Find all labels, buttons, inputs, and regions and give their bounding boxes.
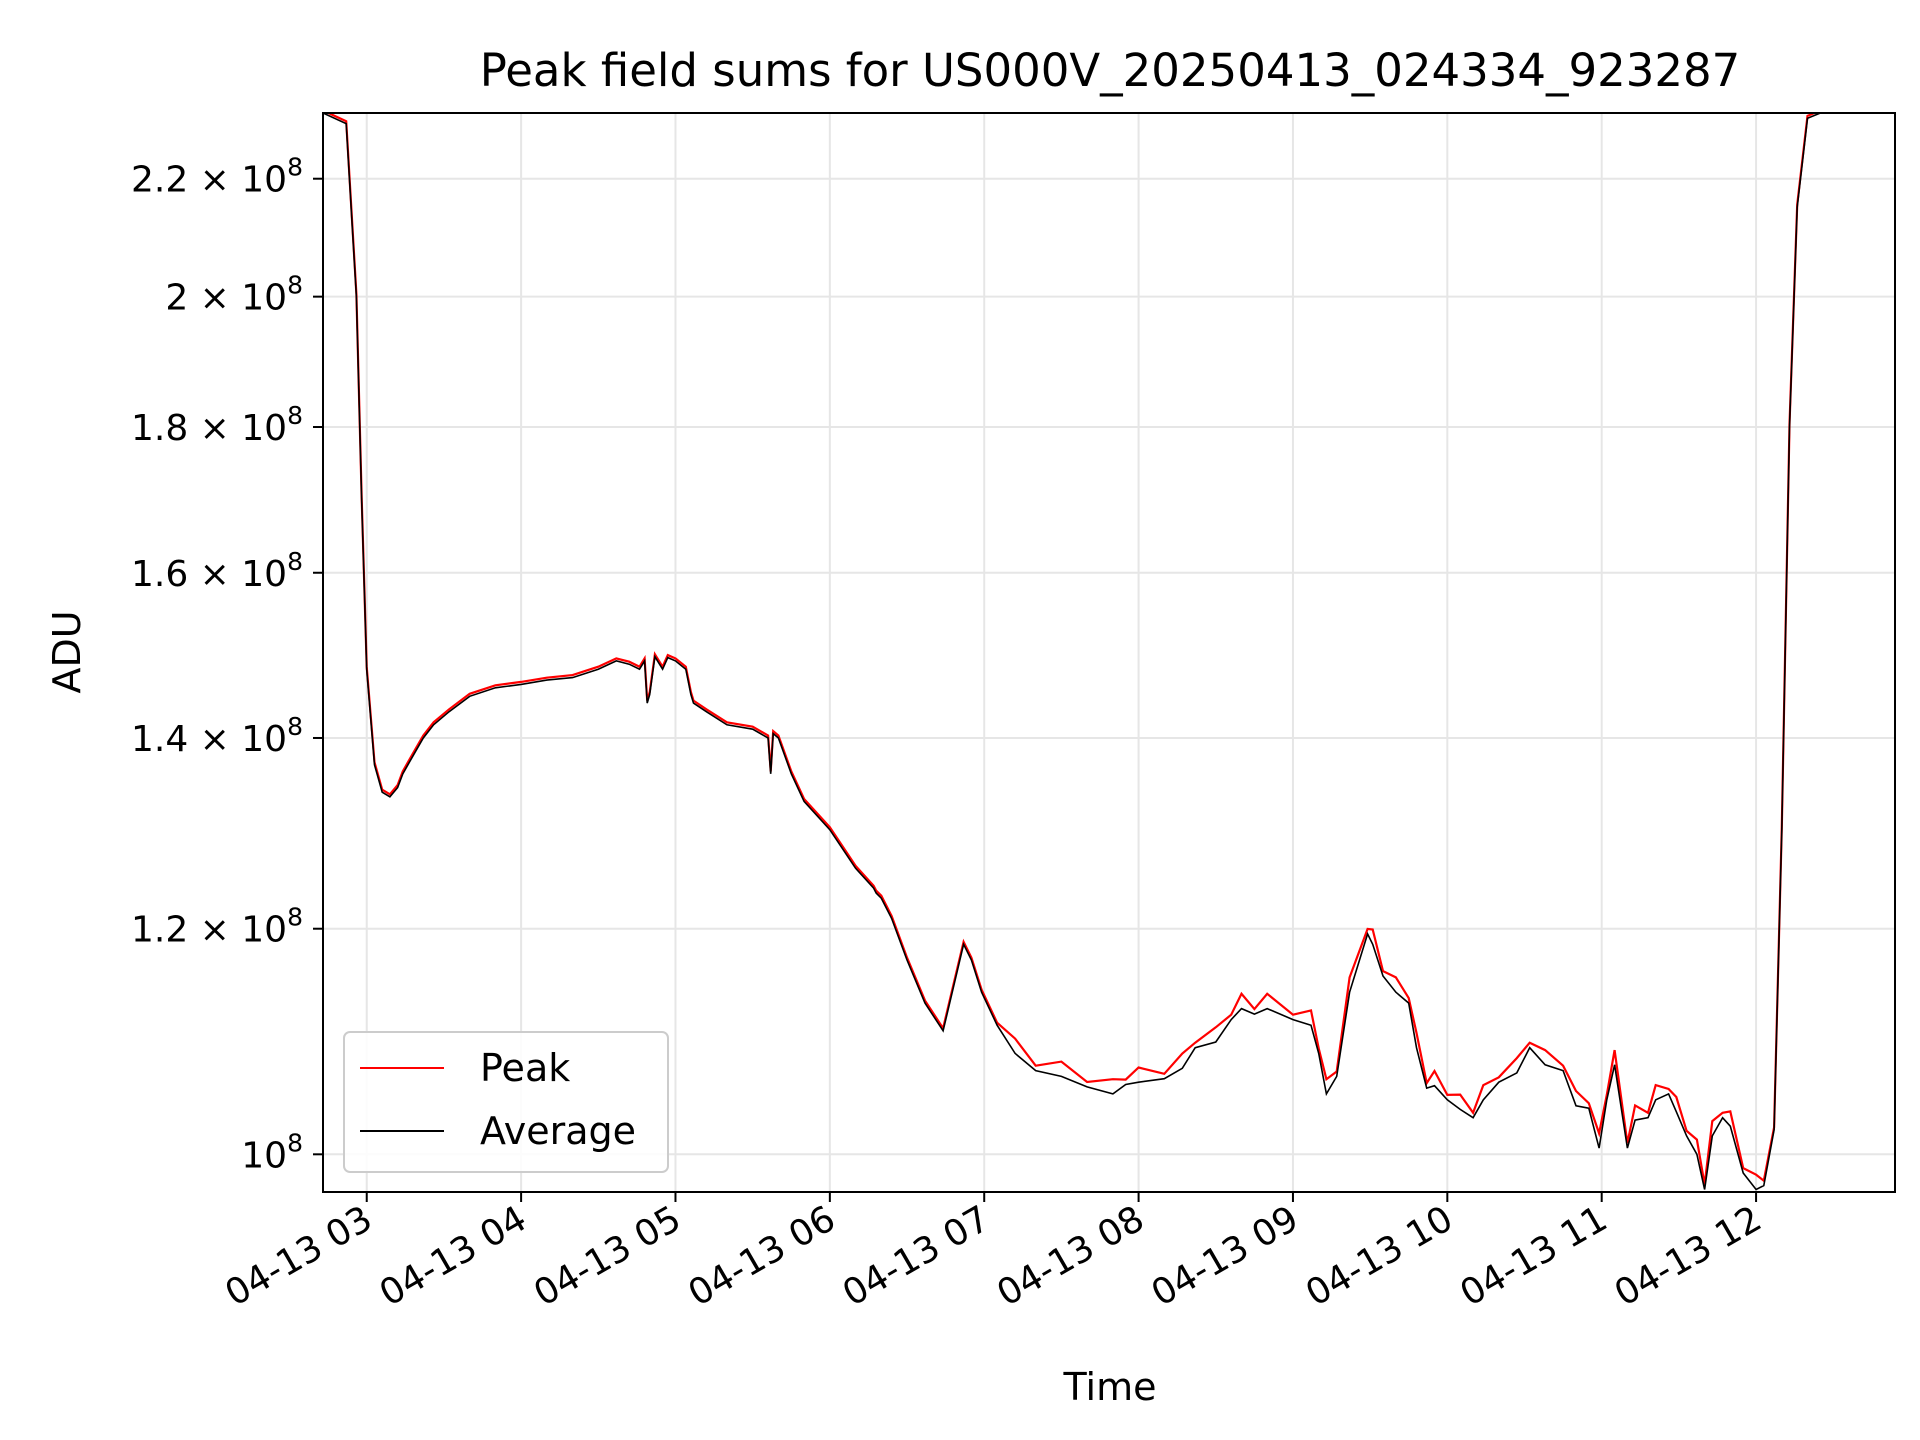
y-tick-label: 108 (241, 1128, 303, 1176)
y-tick-label: 2 × 108 (165, 271, 303, 319)
x-tick-label: 04-13 10 (1299, 1198, 1460, 1314)
y-axis: 108 1.2 × 108 1.4 × 108 1.6 × 108 1.8 × 108 2… (131, 153, 323, 1176)
x-tick-label: 04-13 07 (836, 1198, 997, 1314)
x-tick-label: 04-13 11 (1454, 1198, 1615, 1314)
legend: Peak Average (343, 1031, 669, 1173)
y-tick-label: 1.4 × 108 (131, 712, 303, 760)
x-tick-label: 04-13 09 (1145, 1198, 1306, 1314)
gridlines (323, 113, 1895, 1192)
x-tick-label: 04-13 12 (1608, 1198, 1769, 1314)
x-tick-label: 04-13 03 (219, 1198, 380, 1314)
legend-label-peak: Peak (480, 1046, 570, 1090)
y-tick-label: 1.2 × 108 (131, 903, 303, 951)
plot-frame (322, 112, 1896, 1193)
chart-title: Peak field sums for US000V_20250413_0243… (480, 44, 1741, 97)
plot-clip-group (323, 113, 1895, 1191)
x-tick-label: 04-13 04 (373, 1198, 534, 1314)
x-axis-label: Time (1063, 1365, 1157, 1409)
x-tick-label: 04-13 06 (682, 1198, 843, 1314)
y-tick-label: 2.2 × 108 (131, 153, 303, 201)
y-tick-label: 1.8 × 108 (131, 401, 303, 449)
legend-label-average: Average (480, 1109, 636, 1153)
x-tick-label: 04-13 08 (990, 1198, 1151, 1314)
series-line-peak (325, 113, 1818, 1185)
y-tick-label: 1.6 × 108 (131, 547, 303, 595)
series-line-average (323, 113, 1895, 1191)
x-tick-label: 04-13 05 (527, 1198, 688, 1314)
y-axis-label: ADU (45, 610, 89, 693)
